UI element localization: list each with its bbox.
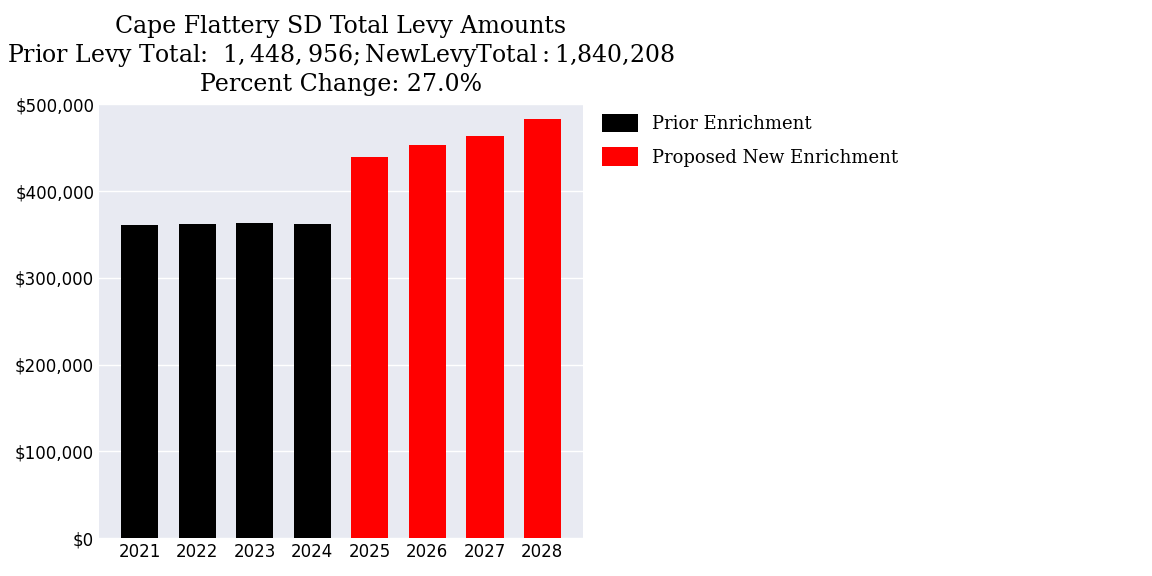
Bar: [467, 136, 503, 538]
Bar: [351, 157, 388, 538]
Bar: [179, 224, 215, 538]
Bar: [121, 225, 158, 538]
Bar: [524, 119, 561, 538]
Bar: [409, 145, 446, 538]
Bar: [236, 223, 273, 538]
Bar: [294, 224, 331, 538]
Title: Cape Flattery SD Total Levy Amounts
Prior Levy Total:  $1,448,956; New Levy Tota: Cape Flattery SD Total Levy Amounts Prio…: [7, 15, 675, 96]
Legend: Prior Enrichment, Proposed New Enrichment: Prior Enrichment, Proposed New Enrichmen…: [601, 113, 899, 166]
